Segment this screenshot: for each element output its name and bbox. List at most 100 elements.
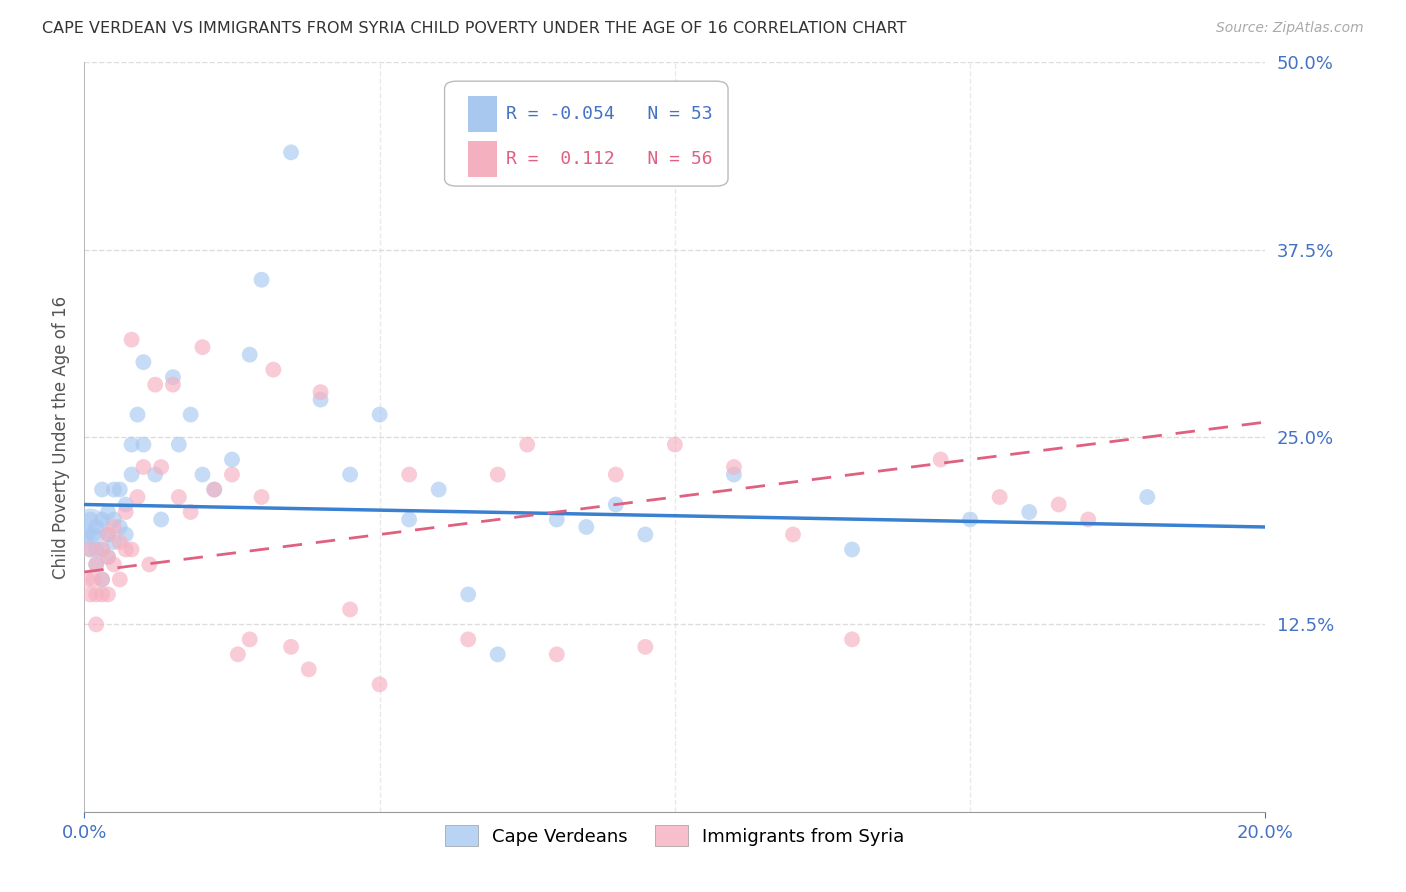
- Point: [121, 542, 143, 557]
- Point: [202, 483, 225, 497]
- Point: [97, 587, 120, 601]
- Point: [79, 520, 101, 534]
- Point: [114, 505, 136, 519]
- Point: [84, 558, 107, 572]
- Point: [103, 535, 125, 549]
- Point: [79, 587, 101, 601]
- Point: [97, 527, 120, 541]
- Point: [138, 558, 160, 572]
- Point: [280, 145, 302, 160]
- Point: [250, 490, 273, 504]
- Point: [97, 505, 120, 519]
- Point: [91, 542, 114, 557]
- Point: [103, 520, 125, 534]
- Point: [127, 408, 149, 422]
- Y-axis label: Child Poverty Under the Age of 16: Child Poverty Under the Age of 16: [52, 295, 70, 579]
- Point: [841, 632, 863, 647]
- Point: [84, 558, 107, 572]
- Point: [103, 558, 125, 572]
- Point: [114, 498, 136, 512]
- Point: [221, 452, 243, 467]
- Point: [150, 512, 173, 526]
- Point: [959, 512, 981, 526]
- Point: [634, 527, 657, 541]
- Point: [108, 573, 131, 587]
- Point: [226, 648, 249, 662]
- Point: [605, 467, 627, 482]
- Point: [143, 467, 166, 482]
- Point: [97, 549, 120, 564]
- Point: [180, 408, 202, 422]
- Point: [1077, 512, 1099, 526]
- Point: [150, 460, 173, 475]
- Point: [634, 640, 657, 654]
- Point: [91, 542, 114, 557]
- Point: [97, 527, 120, 541]
- Point: [79, 542, 101, 557]
- Point: [239, 632, 262, 647]
- Point: [121, 333, 143, 347]
- Point: [132, 437, 155, 451]
- Point: [121, 467, 143, 482]
- Point: [132, 460, 155, 475]
- Point: [103, 483, 125, 497]
- Point: [1047, 498, 1070, 512]
- Point: [280, 640, 302, 654]
- Point: [79, 542, 101, 557]
- Point: [79, 512, 101, 526]
- Point: [143, 377, 166, 392]
- Point: [250, 273, 273, 287]
- Point: [114, 527, 136, 541]
- Point: [1018, 505, 1040, 519]
- Point: [339, 602, 361, 616]
- Point: [368, 408, 391, 422]
- Point: [398, 467, 420, 482]
- FancyBboxPatch shape: [468, 141, 496, 177]
- FancyBboxPatch shape: [468, 95, 496, 132]
- Point: [298, 662, 321, 676]
- Point: [108, 483, 131, 497]
- Point: [546, 648, 568, 662]
- Point: [108, 535, 131, 549]
- Point: [368, 677, 391, 691]
- Text: Source: ZipAtlas.com: Source: ZipAtlas.com: [1216, 21, 1364, 35]
- Point: [84, 617, 107, 632]
- Point: [309, 385, 332, 400]
- Point: [929, 452, 952, 467]
- Point: [605, 498, 627, 512]
- Point: [84, 520, 107, 534]
- Point: [427, 483, 450, 497]
- Point: [191, 340, 214, 354]
- Point: [121, 437, 143, 451]
- Point: [91, 512, 114, 526]
- Point: [664, 437, 686, 451]
- Text: R = -0.054   N = 53: R = -0.054 N = 53: [506, 105, 713, 123]
- Point: [1136, 490, 1159, 504]
- Point: [167, 490, 190, 504]
- Point: [97, 549, 120, 564]
- Point: [782, 527, 804, 541]
- Point: [84, 542, 107, 557]
- Point: [91, 587, 114, 601]
- Point: [180, 505, 202, 519]
- Point: [239, 348, 262, 362]
- Point: [546, 512, 568, 526]
- Point: [114, 542, 136, 557]
- Point: [103, 512, 125, 526]
- Point: [309, 392, 332, 407]
- Point: [723, 467, 745, 482]
- Point: [127, 490, 149, 504]
- Point: [486, 648, 509, 662]
- Point: [486, 467, 509, 482]
- Point: [723, 460, 745, 475]
- Legend: Cape Verdeans, Immigrants from Syria: Cape Verdeans, Immigrants from Syria: [436, 816, 914, 855]
- Point: [84, 587, 107, 601]
- Point: [262, 362, 284, 376]
- FancyBboxPatch shape: [444, 81, 728, 186]
- Point: [167, 437, 190, 451]
- Point: [221, 467, 243, 482]
- Point: [575, 520, 598, 534]
- Point: [82, 573, 104, 587]
- Point: [191, 467, 214, 482]
- Point: [457, 587, 479, 601]
